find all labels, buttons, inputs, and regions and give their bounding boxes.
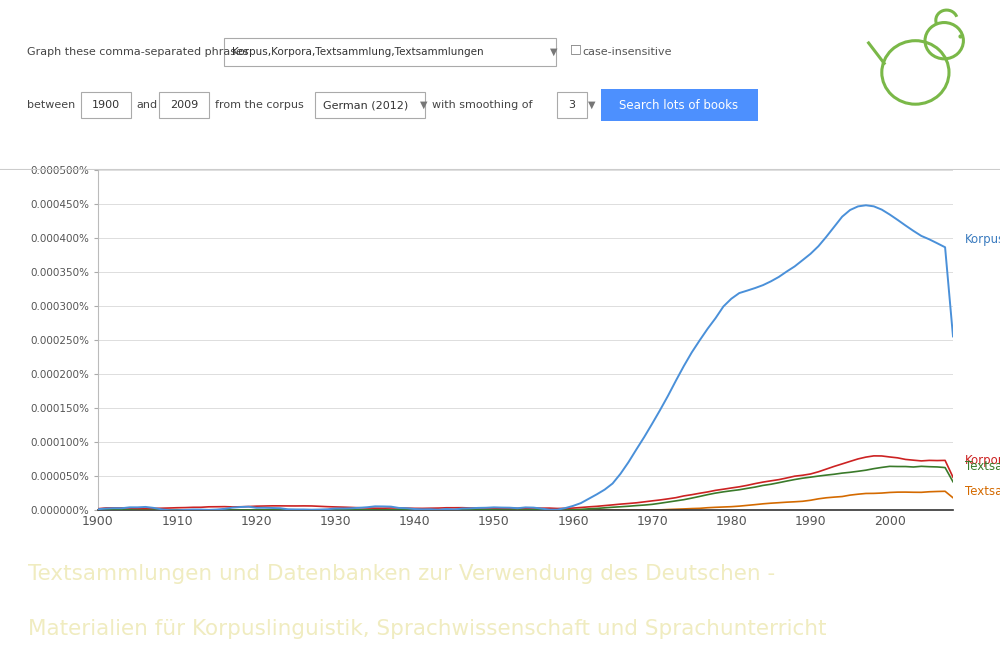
Text: Korpora: Korpora xyxy=(965,454,1000,467)
Text: Graph these comma-separated phrases:: Graph these comma-separated phrases: xyxy=(27,47,252,57)
FancyBboxPatch shape xyxy=(224,38,556,66)
Text: 2009: 2009 xyxy=(170,100,198,110)
Text: Materialien für Korpuslinguistik, Sprachwissenschaft und Sprachunterricht: Materialien für Korpuslinguistik, Sprach… xyxy=(28,619,826,639)
Text: German (2012): German (2012) xyxy=(323,100,408,110)
Text: ▼: ▼ xyxy=(550,47,558,57)
FancyBboxPatch shape xyxy=(159,92,209,118)
Text: □: □ xyxy=(570,43,582,55)
Text: Search lots of books: Search lots of books xyxy=(619,99,739,111)
Text: Textsammlungen und Datenbanken zur Verwendung des Deutschen -: Textsammlungen und Datenbanken zur Verwe… xyxy=(28,564,775,584)
Text: ▼: ▼ xyxy=(420,100,428,110)
Text: case-insensitive: case-insensitive xyxy=(582,47,672,57)
FancyBboxPatch shape xyxy=(81,92,131,118)
Text: ▼: ▼ xyxy=(588,100,596,110)
Text: between: between xyxy=(27,100,75,110)
Text: with smoothing of: with smoothing of xyxy=(432,100,532,110)
Text: Textsammlung: Textsammlung xyxy=(965,460,1000,473)
FancyBboxPatch shape xyxy=(315,92,425,118)
Text: from the corpus: from the corpus xyxy=(215,100,304,110)
FancyBboxPatch shape xyxy=(601,89,758,121)
FancyBboxPatch shape xyxy=(557,92,587,118)
Text: Korpus: Korpus xyxy=(965,233,1000,246)
Text: Textsammlungen: Textsammlungen xyxy=(965,486,1000,498)
Text: 1900: 1900 xyxy=(92,100,120,110)
Text: and: and xyxy=(136,100,157,110)
Text: Korpus,Korpora,Textsammlung,Textsammlungen: Korpus,Korpora,Textsammlung,Textsammlung… xyxy=(232,47,484,57)
Text: 3: 3 xyxy=(568,100,576,110)
